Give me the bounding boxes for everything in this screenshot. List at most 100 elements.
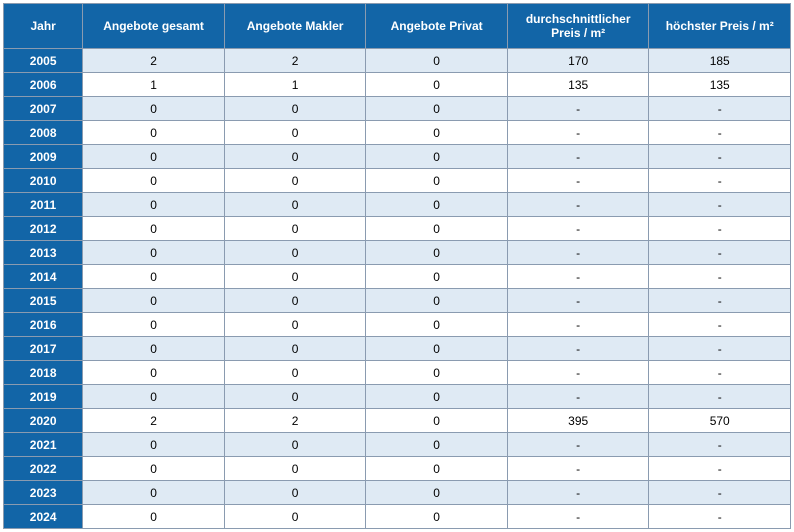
cell-gesamt: 0 bbox=[83, 385, 225, 409]
cell-gesamt: 0 bbox=[83, 433, 225, 457]
cell-gesamt: 0 bbox=[83, 481, 225, 505]
cell-makler: 0 bbox=[224, 361, 366, 385]
cell-year: 2006 bbox=[4, 73, 83, 97]
cell-hoechster: - bbox=[649, 265, 791, 289]
cell-privat: 0 bbox=[366, 73, 508, 97]
cell-gesamt: 0 bbox=[83, 121, 225, 145]
cell-gesamt: 0 bbox=[83, 97, 225, 121]
cell-privat: 0 bbox=[366, 481, 508, 505]
table-row: 2021000-- bbox=[4, 433, 791, 457]
header-year: Jahr bbox=[4, 4, 83, 49]
cell-makler: 0 bbox=[224, 337, 366, 361]
table-row: 2018000-- bbox=[4, 361, 791, 385]
cell-hoechster: - bbox=[649, 97, 791, 121]
cell-privat: 0 bbox=[366, 433, 508, 457]
cell-durchschnitt: - bbox=[507, 193, 649, 217]
cell-privat: 0 bbox=[366, 265, 508, 289]
cell-year: 2007 bbox=[4, 97, 83, 121]
cell-privat: 0 bbox=[366, 217, 508, 241]
cell-year: 2020 bbox=[4, 409, 83, 433]
cell-hoechster: - bbox=[649, 481, 791, 505]
cell-privat: 0 bbox=[366, 457, 508, 481]
cell-durchschnitt: 395 bbox=[507, 409, 649, 433]
cell-privat: 0 bbox=[366, 49, 508, 73]
cell-durchschnitt: - bbox=[507, 457, 649, 481]
cell-year: 2011 bbox=[4, 193, 83, 217]
cell-privat: 0 bbox=[366, 241, 508, 265]
header-makler: Angebote Makler bbox=[224, 4, 366, 49]
cell-durchschnitt: - bbox=[507, 169, 649, 193]
cell-year: 2019 bbox=[4, 385, 83, 409]
table-body: 200522017018520061101351352007000--20080… bbox=[4, 49, 791, 529]
cell-durchschnitt: - bbox=[507, 217, 649, 241]
cell-durchschnitt: - bbox=[507, 97, 649, 121]
cell-makler: 2 bbox=[224, 409, 366, 433]
cell-hoechster: - bbox=[649, 337, 791, 361]
cell-durchschnitt: - bbox=[507, 481, 649, 505]
cell-privat: 0 bbox=[366, 289, 508, 313]
cell-hoechster: - bbox=[649, 193, 791, 217]
table-row: 2005220170185 bbox=[4, 49, 791, 73]
table-row: 2006110135135 bbox=[4, 73, 791, 97]
cell-year: 2009 bbox=[4, 145, 83, 169]
cell-year: 2008 bbox=[4, 121, 83, 145]
cell-makler: 0 bbox=[224, 505, 366, 529]
header-row: Jahr Angebote gesamt Angebote Makler Ang… bbox=[4, 4, 791, 49]
cell-year: 2010 bbox=[4, 169, 83, 193]
cell-makler: 0 bbox=[224, 241, 366, 265]
cell-year: 2024 bbox=[4, 505, 83, 529]
cell-year: 2017 bbox=[4, 337, 83, 361]
table-row: 2016000-- bbox=[4, 313, 791, 337]
cell-hoechster: 570 bbox=[649, 409, 791, 433]
cell-privat: 0 bbox=[366, 385, 508, 409]
cell-privat: 0 bbox=[366, 145, 508, 169]
cell-gesamt: 0 bbox=[83, 265, 225, 289]
table-row: 2023000-- bbox=[4, 481, 791, 505]
cell-hoechster: - bbox=[649, 433, 791, 457]
cell-gesamt: 0 bbox=[83, 361, 225, 385]
table-header: Jahr Angebote gesamt Angebote Makler Ang… bbox=[4, 4, 791, 49]
cell-makler: 0 bbox=[224, 145, 366, 169]
cell-gesamt: 0 bbox=[83, 313, 225, 337]
cell-makler: 0 bbox=[224, 313, 366, 337]
cell-year: 2016 bbox=[4, 313, 83, 337]
cell-durchschnitt: - bbox=[507, 241, 649, 265]
cell-hoechster: - bbox=[649, 289, 791, 313]
cell-year: 2023 bbox=[4, 481, 83, 505]
cell-makler: 0 bbox=[224, 121, 366, 145]
cell-hoechster: 185 bbox=[649, 49, 791, 73]
cell-gesamt: 2 bbox=[83, 409, 225, 433]
cell-gesamt: 0 bbox=[83, 289, 225, 313]
cell-makler: 0 bbox=[224, 97, 366, 121]
cell-year: 2015 bbox=[4, 289, 83, 313]
cell-makler: 0 bbox=[224, 193, 366, 217]
cell-makler: 0 bbox=[224, 481, 366, 505]
cell-gesamt: 0 bbox=[83, 145, 225, 169]
cell-hoechster: - bbox=[649, 241, 791, 265]
cell-privat: 0 bbox=[366, 97, 508, 121]
cell-durchschnitt: - bbox=[507, 505, 649, 529]
cell-year: 2014 bbox=[4, 265, 83, 289]
cell-makler: 0 bbox=[224, 289, 366, 313]
cell-gesamt: 0 bbox=[83, 337, 225, 361]
cell-hoechster: - bbox=[649, 385, 791, 409]
header-gesamt: Angebote gesamt bbox=[83, 4, 225, 49]
cell-durchschnitt: - bbox=[507, 433, 649, 457]
header-durchschnitt: durchschnittlicher Preis / m² bbox=[507, 4, 649, 49]
cell-privat: 0 bbox=[366, 169, 508, 193]
cell-gesamt: 0 bbox=[83, 217, 225, 241]
cell-durchschnitt: - bbox=[507, 121, 649, 145]
cell-hoechster: - bbox=[649, 313, 791, 337]
cell-gesamt: 1 bbox=[83, 73, 225, 97]
table-row: 2007000-- bbox=[4, 97, 791, 121]
cell-makler: 0 bbox=[224, 385, 366, 409]
table-row: 2010000-- bbox=[4, 169, 791, 193]
cell-hoechster: - bbox=[649, 169, 791, 193]
cell-hoechster: 135 bbox=[649, 73, 791, 97]
cell-durchschnitt: - bbox=[507, 385, 649, 409]
cell-gesamt: 2 bbox=[83, 49, 225, 73]
cell-gesamt: 0 bbox=[83, 505, 225, 529]
cell-gesamt: 0 bbox=[83, 193, 225, 217]
cell-year: 2018 bbox=[4, 361, 83, 385]
cell-privat: 0 bbox=[366, 193, 508, 217]
